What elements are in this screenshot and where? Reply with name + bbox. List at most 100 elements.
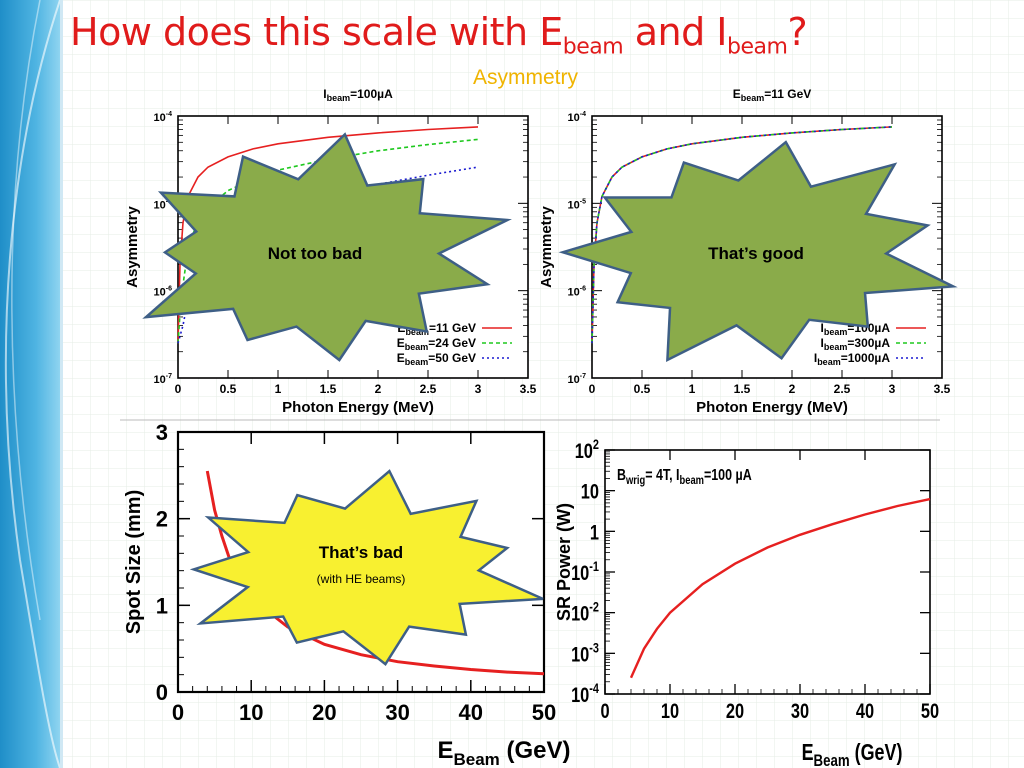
y-tick-label: 10-7 xyxy=(154,373,173,386)
text-part: Beam xyxy=(814,752,850,768)
tick-base: 10 xyxy=(568,112,580,124)
y-tick-label: 0 xyxy=(156,680,168,705)
tick-base: 10 xyxy=(154,287,166,299)
x-tick-label: 10 xyxy=(661,699,679,722)
callout-star xyxy=(558,140,958,363)
callout-text: That’s good xyxy=(708,244,804,263)
callout-note: (with HE beams) xyxy=(317,572,406,586)
y-tick-label: 10-7 xyxy=(568,373,587,386)
text-part: beam xyxy=(817,357,841,367)
y-tick-label: 2 xyxy=(156,507,168,532)
tick-exponent: -6 xyxy=(580,286,586,293)
y-tick-label: 10-2 xyxy=(571,599,599,625)
tick-exponent: -7 xyxy=(580,373,586,380)
x-tick-label: 0.5 xyxy=(634,382,651,396)
text-part: =1000µA xyxy=(841,351,891,365)
tick-base: 10 xyxy=(154,374,166,386)
x-tick-label: 50 xyxy=(921,699,939,722)
text-part: beam xyxy=(824,327,848,337)
x-tick-label: 2.5 xyxy=(834,382,851,396)
y-tick-label: 10-5 xyxy=(568,198,587,211)
tick-base: 10 xyxy=(581,480,599,503)
text-part: =50 GeV xyxy=(428,351,476,365)
text-part: =11 GeV xyxy=(764,87,811,101)
tick-base: 10 xyxy=(568,199,580,211)
tick-exponent: -3 xyxy=(589,640,599,656)
callout-text: Not too bad xyxy=(268,244,362,263)
text-part: beam xyxy=(405,342,429,352)
y-tick-label: 10-6 xyxy=(154,286,173,299)
chart-annotation: Bwrig= 4T, Ibeam=100 µA xyxy=(617,467,752,488)
tick-exponent: -7 xyxy=(166,373,172,380)
x-axis-label: Photon Energy (MeV) xyxy=(282,399,434,416)
slide-title: How does this scale with Ebeam and Ibeam… xyxy=(70,10,808,60)
plot-frame xyxy=(604,449,931,695)
legend-entry-label: Ibeam=300µA xyxy=(821,336,891,352)
x-tick-label: 2 xyxy=(789,382,796,396)
text-part: = 4T, I xyxy=(645,467,679,485)
chart-title: Ibeam=100µA xyxy=(323,87,393,103)
x-tick-label: 3.5 xyxy=(520,382,537,396)
x-tick-label: 0.5 xyxy=(220,382,237,396)
x-tick-label: 1 xyxy=(275,382,282,396)
y-tick-label: 1 xyxy=(156,593,168,618)
text-part: E xyxy=(397,351,405,365)
x-tick-label: 1 xyxy=(689,382,696,396)
x-tick-label: 3 xyxy=(475,382,482,396)
x-tick-label: 30 xyxy=(385,700,409,725)
callout-text: That’s bad xyxy=(319,543,403,562)
series-line xyxy=(629,497,931,679)
x-tick-label: 20 xyxy=(726,699,744,722)
x-tick-label: 3 xyxy=(889,382,896,396)
tick-exponent: -1 xyxy=(589,559,599,575)
tick-exponent: -4 xyxy=(589,681,599,697)
tick-exponent: -4 xyxy=(580,111,586,118)
tick-base: 1 xyxy=(590,520,599,543)
legend-entry-label: Ebeam=50 GeV xyxy=(397,351,476,367)
y-axis-label: Asymmetry xyxy=(124,205,141,287)
callout-star xyxy=(189,469,544,666)
x-tick-label: 30 xyxy=(791,699,809,722)
text-part: beam xyxy=(741,93,765,103)
series-line-1 xyxy=(177,126,479,344)
text-part: =11 GeV xyxy=(429,321,476,335)
tick-exponent: -6 xyxy=(166,286,172,293)
x-axis-label: Photon Energy (MeV) xyxy=(696,399,848,416)
text-part: beam xyxy=(824,342,848,352)
legend-entry-label: Ebeam=24 GeV xyxy=(397,336,476,352)
text-part: E xyxy=(397,336,405,350)
text-part: (GeV) xyxy=(850,740,903,766)
asymmetry-vs-ebeam-chart: Ibeam=100µA00.511.522.533.510-710-610-51… xyxy=(124,87,537,416)
text-part: I xyxy=(814,351,817,365)
x-tick-label: 2.5 xyxy=(420,382,437,396)
x-tick-label: 2 xyxy=(375,382,382,396)
x-axis-label: EBeam (GeV) xyxy=(437,737,570,768)
text-part: I xyxy=(323,87,326,101)
series-line-3 xyxy=(591,126,893,344)
slide-subtitle: Asymmetry xyxy=(473,66,578,89)
x-tick-label: 40 xyxy=(459,700,483,725)
y-axis-label: Spot Size (mm) xyxy=(123,490,145,634)
y-axis-label: Asymmetry xyxy=(538,205,555,287)
x-tick-label: 0 xyxy=(172,700,184,725)
text-part: B xyxy=(617,467,626,485)
tick-base: 10 xyxy=(568,374,580,386)
x-tick-label: 10 xyxy=(239,700,263,725)
text-part: =300µA xyxy=(847,336,890,350)
x-tick-label: 3.5 xyxy=(934,382,951,396)
y-axis-label: SR Power (W) xyxy=(554,503,574,621)
spot-size-chart: 0 10 20 30 40 50 0 1 2 3 EBeam (GeV) Spot Size (mm)… xyxy=(123,420,571,768)
x-tick-label: 0 xyxy=(589,382,596,396)
x-tick-label: 20 xyxy=(312,700,336,725)
y-tick-label: 10-3 xyxy=(571,640,599,666)
y-tick-label: 10-4 xyxy=(568,111,587,124)
y-tick-label: 3 xyxy=(156,420,168,445)
text-part: =100 µA xyxy=(704,467,752,485)
x-tick-label: 1.5 xyxy=(320,382,337,396)
x-tick-label: 50 xyxy=(532,700,556,725)
text-part: wrig xyxy=(625,474,645,487)
tick-base: 10 xyxy=(154,199,166,211)
y-tick-label: 10 xyxy=(581,480,599,503)
